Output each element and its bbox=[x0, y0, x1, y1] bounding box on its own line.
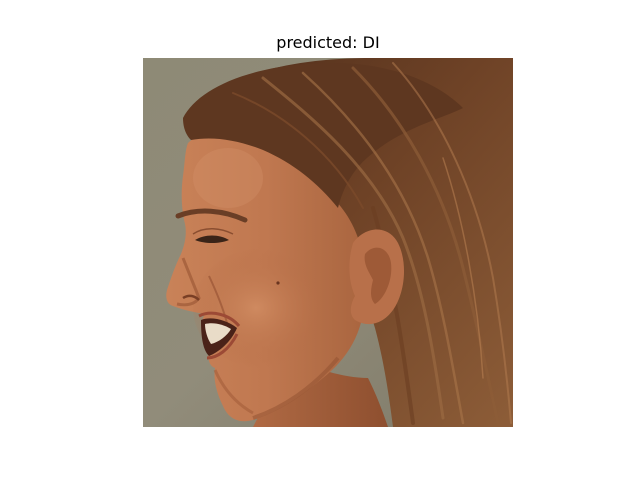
ear-inner bbox=[364, 247, 392, 304]
skin-mark bbox=[276, 281, 280, 285]
eyebrow bbox=[175, 208, 248, 223]
nose-shadow bbox=[176, 257, 201, 307]
figure-title: predicted: DI bbox=[276, 33, 380, 52]
nostril bbox=[182, 294, 200, 301]
eye bbox=[195, 235, 229, 243]
hair-strands bbox=[232, 62, 512, 425]
chin-shadow bbox=[213, 369, 254, 415]
hair-front bbox=[183, 63, 463, 208]
face-profile-image bbox=[143, 58, 513, 427]
upper-lip bbox=[198, 311, 241, 328]
nasolabial-fold bbox=[208, 275, 228, 324]
lower-lip bbox=[206, 333, 239, 360]
face-photo-svg bbox=[143, 58, 513, 427]
eye-crease bbox=[192, 228, 234, 235]
teeth bbox=[205, 323, 231, 344]
jaw-shadow bbox=[252, 356, 340, 420]
forehead-highlight bbox=[193, 148, 263, 208]
